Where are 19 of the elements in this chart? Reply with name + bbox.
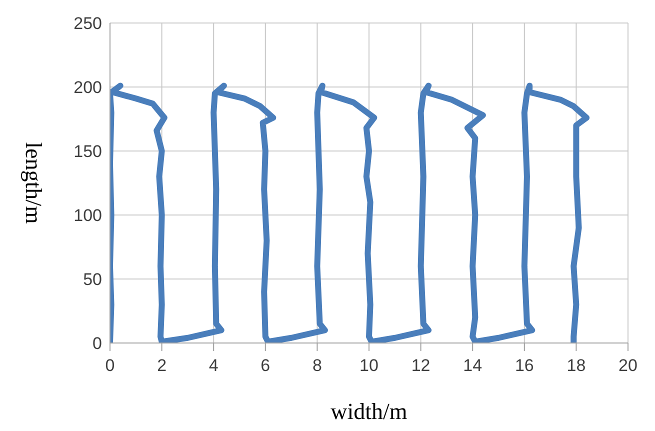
x-tick-label: 4 [208, 356, 218, 376]
x-tick-label: 18 [566, 356, 586, 376]
y-tick-label: 150 [74, 142, 102, 162]
y-tick-label: 0 [92, 334, 102, 354]
x-tick-label: 6 [260, 356, 270, 376]
x-tick-label: 0 [105, 356, 115, 376]
y-tick-label: 200 [74, 78, 102, 98]
x-tick-label: 10 [360, 356, 378, 376]
x-tick-label: 12 [411, 356, 430, 376]
x-axis-title: width/m [330, 399, 408, 424]
y-tick-label: 50 [83, 270, 102, 290]
y-tick-label: 100 [74, 206, 102, 226]
x-tick-label: 2 [157, 356, 167, 376]
x-tick-label: 16 [514, 356, 534, 376]
y-axis-title: length/m [20, 142, 46, 224]
y-tick-label: 250 [74, 14, 102, 34]
x-tick-label: 14 [463, 356, 482, 376]
x-tick-label: 20 [618, 356, 638, 376]
x-tick-label: 8 [312, 356, 322, 376]
